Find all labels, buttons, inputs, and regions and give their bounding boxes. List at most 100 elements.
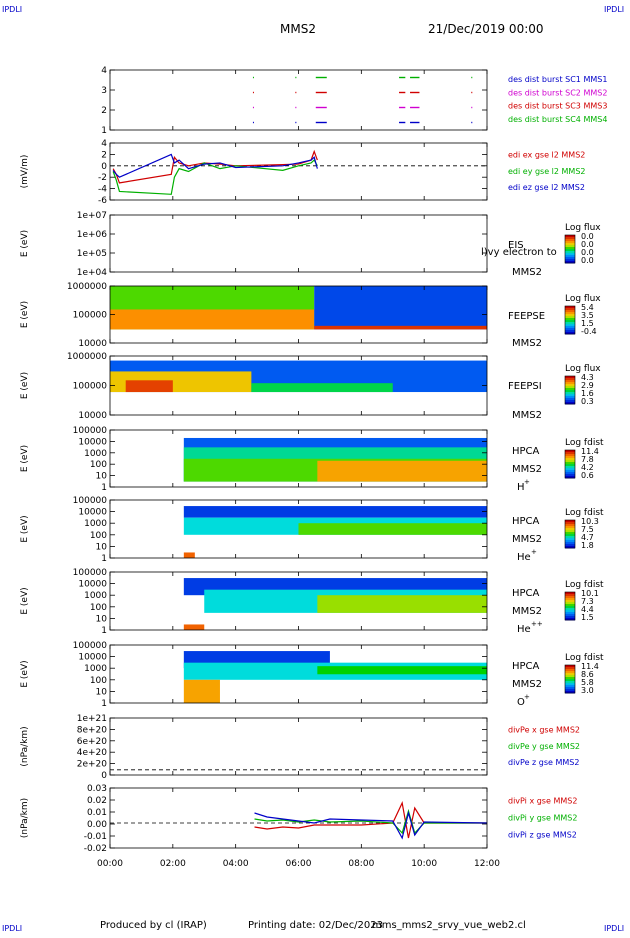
colorbar-swatch <box>565 452 575 455</box>
legend-entry: divPe z gse MMS2 <box>508 758 579 767</box>
colorbar-swatch <box>565 610 575 613</box>
colorbar-swatch <box>565 687 575 690</box>
colorbar-swatch <box>565 251 575 254</box>
y-tick-label: 1000 <box>84 519 107 529</box>
panel-feepsi: 1000000 100000 10000 E (eV) FEEPSI MMS2 Log fl… <box>20 352 601 421</box>
y-tick-label: 100000 <box>73 568 108 578</box>
y-tick-label: 1e+06 <box>77 230 108 240</box>
y-tick-label: 0.01 <box>87 808 107 818</box>
colorbar-swatch <box>565 472 575 475</box>
spacecraft-label: MMS2 <box>512 679 542 690</box>
colorbar-tick-label: 4.7 <box>581 533 594 542</box>
corner-mark-top-right: IPDLI <box>604 5 624 14</box>
colorbar-swatch <box>565 243 575 246</box>
colorbar-swatch <box>565 476 575 479</box>
colorbar-swatch <box>565 239 575 242</box>
y-tick-label: -6 <box>98 196 107 206</box>
colorbar-swatch <box>565 532 575 535</box>
y-axis-label: E (eV) <box>20 372 30 399</box>
colorbar-tick-label: 5.8 <box>581 678 594 687</box>
colorbar-tick-label: 3.0 <box>581 686 594 695</box>
y-tick-label: -0.02 <box>84 844 107 854</box>
colorbar-frame <box>564 591 576 621</box>
colorbar-swatch <box>565 306 575 309</box>
colorbar-swatch <box>565 470 575 473</box>
spacecraft-title: MMS2 <box>280 22 316 36</box>
colorbar-swatch <box>565 679 575 682</box>
y-axis-label: E (eV) <box>20 301 30 328</box>
colorbar-tick-label: 1.5 <box>581 319 594 328</box>
burst-interval-mark <box>315 121 327 124</box>
colorbar-swatch <box>565 604 575 607</box>
panel-frame <box>109 69 488 131</box>
burst-interval-mark <box>399 121 406 124</box>
panel-frame <box>109 142 488 201</box>
colorbar-swatch <box>565 544 575 547</box>
colorbar-swatch <box>565 669 575 672</box>
burst-interval-mark <box>295 106 297 109</box>
corner-mark-top-left: IPDLI <box>2 5 22 14</box>
burst-interval-mark <box>252 121 254 124</box>
colorbar-swatch <box>565 538 575 541</box>
burst-interval-mark <box>399 76 406 79</box>
y-tick-label: 100 <box>90 531 107 541</box>
burst-interval-mark <box>295 91 297 94</box>
heatmap-cell <box>183 506 487 518</box>
colorbar-title: Log fdist <box>565 653 604 663</box>
colorbar-swatch <box>565 524 575 527</box>
colorbar-tick-label: 0.6 <box>581 471 594 480</box>
panels-group: 4 3 2 1 des dist burst SC1 MMS1 des dist burs… <box>20 66 607 854</box>
colorbar-swatch <box>565 384 575 387</box>
colorbar-tick-label: 0.0 <box>581 232 594 241</box>
colorbar-swatch <box>565 330 575 333</box>
colorbar-swatch <box>565 530 575 533</box>
colorbar-tick-label: 5.4 <box>581 303 594 312</box>
y-axis-label: (nPa/km) <box>20 798 30 838</box>
burst-interval-mark <box>471 91 473 94</box>
colorbar-swatch <box>565 314 575 317</box>
colorbar-swatch <box>565 468 575 471</box>
y-tick-label: 1 <box>101 626 107 636</box>
species-charge-label: ++ <box>531 620 543 628</box>
colorbar-tick-label: 0.3 <box>581 397 594 406</box>
legend-entry: des dist burst SC2 MMS2 <box>508 88 607 97</box>
y-tick-label: 1e+21 <box>77 714 107 724</box>
x-tick-label: 08:00 <box>348 859 374 869</box>
y-tick-label: 10 <box>96 542 108 552</box>
y-tick-label: -4 <box>98 185 107 195</box>
heatmap-cell <box>317 666 487 675</box>
colorbar-swatch <box>565 310 575 313</box>
colorbar-swatch <box>565 681 575 684</box>
colorbar-tick-label: -0.4 <box>581 327 597 336</box>
legend-entry: edi ez gse l2 MMS2 <box>508 183 585 192</box>
y-tick-label: 100 <box>90 676 107 686</box>
colorbar-swatch <box>565 526 575 529</box>
colorbar-tick-label: 8.6 <box>581 670 594 679</box>
y-tick-label: 100000 <box>73 426 108 436</box>
colorbar-swatch <box>565 612 575 615</box>
colorbar-swatch <box>565 671 575 674</box>
instrument-label: EIS <box>508 240 524 251</box>
colorbar-swatch <box>565 667 575 670</box>
instrument-label: HPCA <box>512 661 540 672</box>
burst-interval-mark <box>252 106 254 109</box>
colorbar-title: Log flux <box>565 223 601 233</box>
y-tick-label: 1000 <box>84 664 107 674</box>
x-tick-label: 06:00 <box>286 859 312 869</box>
series-line <box>254 810 488 840</box>
y-axis-label: E (eV) <box>20 445 30 472</box>
y-tick-label: 4e+20 <box>77 748 108 758</box>
colorbar-swatch <box>565 249 575 252</box>
y-tick-label: -0.01 <box>84 832 107 842</box>
series-line <box>112 159 318 195</box>
colorbar-swatch <box>565 382 575 385</box>
spacecraft-label: MMS2 <box>512 606 542 617</box>
x-tick-label: 00:00 <box>97 859 123 869</box>
legend-entry: edi ex gse l2 MMS2 <box>508 151 585 160</box>
colorbar-tick-label: 0.0 <box>581 248 594 257</box>
burst-interval-mark <box>295 121 297 124</box>
y-tick-label: 10000 <box>78 580 107 590</box>
